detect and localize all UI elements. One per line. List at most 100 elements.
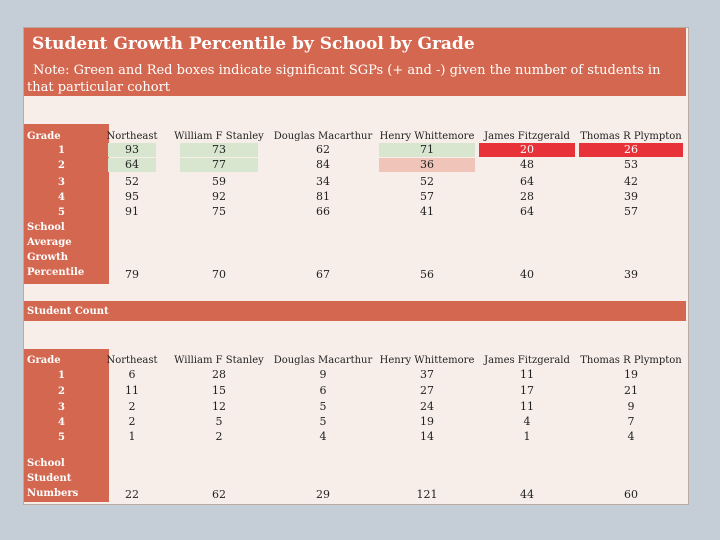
count-cell: 27 xyxy=(420,384,434,397)
sgp-cell: 20 xyxy=(479,143,575,157)
count-cell: 5 xyxy=(319,415,327,428)
count-column-header: Henry Whittemore xyxy=(379,355,475,366)
sgp-grade-5: 5 xyxy=(58,207,65,218)
student-count-label: Student Count xyxy=(27,306,109,317)
count-total-cell: 44 xyxy=(520,488,534,501)
count-cell: 19 xyxy=(624,368,638,381)
count-grade-1: 1 xyxy=(58,370,65,381)
sgp-cell: 77 xyxy=(180,158,258,172)
sgp-cell: 64 xyxy=(520,205,534,218)
count-total-cell: 22 xyxy=(125,488,139,501)
sgp-cell: 52 xyxy=(420,175,434,188)
count-cell: 28 xyxy=(212,368,226,381)
sgp-grade-2: 2 xyxy=(58,160,65,171)
sgp-cell: 52 xyxy=(125,175,139,188)
sgp-grade-label: Grade xyxy=(27,131,61,142)
student-count-band: Student Count xyxy=(24,301,686,321)
count-total-label: School Student Numbers xyxy=(27,458,79,499)
count-cell: 7 xyxy=(627,415,635,428)
count-grade-5: 5 xyxy=(58,432,65,443)
sgp-cell: 95 xyxy=(125,190,139,203)
count-cell: 9 xyxy=(319,368,327,381)
count-total-cell: 62 xyxy=(212,488,226,501)
count-cell: 1 xyxy=(128,430,136,443)
count-total-cell: 60 xyxy=(624,488,638,501)
sgp-column-header: James Fitzgerald xyxy=(484,131,570,142)
sgp-average-cell: 70 xyxy=(212,268,226,281)
sgp-average-cell: 67 xyxy=(316,268,330,281)
sgp-cell: 42 xyxy=(624,175,638,188)
sgp-cell: 26 xyxy=(579,143,683,157)
count-cell: 4 xyxy=(627,430,635,443)
count-grade-3: 3 xyxy=(58,402,65,413)
count-cell: 2 xyxy=(128,400,136,413)
count-cell: 19 xyxy=(420,415,434,428)
sgp-cell: 91 xyxy=(125,205,139,218)
count-cell: 17 xyxy=(520,384,534,397)
count-cell: 15 xyxy=(212,384,226,397)
sgp-grade-4: 4 xyxy=(58,192,65,203)
sgp-cell: 36 xyxy=(379,158,475,172)
sgp-cell: 57 xyxy=(420,190,434,203)
count-grade-label: Grade xyxy=(27,355,61,366)
content-panel xyxy=(23,27,689,505)
sgp-average-cell: 56 xyxy=(420,268,434,281)
sgp-cell: 53 xyxy=(624,158,638,171)
count-cell: 6 xyxy=(128,368,136,381)
count-column-header: Thomas R Plympton xyxy=(580,355,682,366)
count-cell: 9 xyxy=(627,400,635,413)
sgp-cell: 84 xyxy=(316,158,330,171)
sgp-cell: 28 xyxy=(520,190,534,203)
count-cell: 37 xyxy=(420,368,434,381)
count-cell: 1 xyxy=(523,430,531,443)
count-column-header: Douglas Macarthur xyxy=(273,355,373,366)
sgp-cell: 39 xyxy=(624,190,638,203)
count-cell: 24 xyxy=(420,400,434,413)
sgp-cell: 59 xyxy=(212,175,226,188)
sgp-cell: 71 xyxy=(379,143,475,157)
sgp-average-cell: 79 xyxy=(125,268,139,281)
sgp-column-header: William F Stanley xyxy=(174,131,264,142)
count-cell: 6 xyxy=(319,384,327,397)
legend-note: Note: Green and Red boxes indicate signi… xyxy=(27,63,661,95)
sgp-average-cell: 40 xyxy=(520,268,534,281)
sgp-cell: 41 xyxy=(420,205,434,218)
count-cell: 11 xyxy=(125,384,139,397)
sgp-column-header: Henry Whittemore xyxy=(379,131,475,142)
sgp-grade-1: 1 xyxy=(58,145,65,156)
count-cell: 5 xyxy=(215,415,223,428)
count-total-cell: 121 xyxy=(416,488,438,501)
count-cell: 2 xyxy=(128,415,136,428)
slide-header: Student Growth Percentile by School by G… xyxy=(24,28,686,96)
sgp-cell: 64 xyxy=(108,158,156,172)
sgp-cell: 62 xyxy=(316,143,330,156)
sgp-cell: 92 xyxy=(212,190,226,203)
count-column-header: James Fitzgerald xyxy=(484,355,570,366)
sgp-cell: 73 xyxy=(180,143,258,157)
counts-sidebar xyxy=(24,349,109,502)
sgp-cell: 64 xyxy=(520,175,534,188)
count-cell: 2 xyxy=(215,430,223,443)
count-cell: 11 xyxy=(520,368,534,381)
sgp-cell: 57 xyxy=(624,205,638,218)
sgp-cell: 75 xyxy=(212,205,226,218)
count-cell: 4 xyxy=(523,415,531,428)
sgp-cell: 66 xyxy=(316,205,330,218)
count-cell: 11 xyxy=(520,400,534,413)
sgp-grade-3: 3 xyxy=(58,177,65,188)
sgp-cell: 81 xyxy=(316,190,330,203)
count-cell: 14 xyxy=(420,430,434,443)
sgp-column-header: Thomas R Plympton xyxy=(580,131,682,142)
sgp-average-cell: 39 xyxy=(624,268,638,281)
sgp-sidebar xyxy=(24,124,109,284)
count-grade-4: 4 xyxy=(58,417,65,428)
count-total-cell: 29 xyxy=(316,488,330,501)
sgp-cell: 93 xyxy=(108,143,156,157)
page-title: Student Growth Percentile by School by G… xyxy=(32,34,475,54)
count-cell: 4 xyxy=(319,430,327,443)
count-cell: 5 xyxy=(319,400,327,413)
count-cell: 21 xyxy=(624,384,638,397)
count-column-header: Northeast xyxy=(106,355,158,366)
sgp-cell: 48 xyxy=(520,158,534,171)
sgp-column-header: Northeast xyxy=(106,131,158,142)
